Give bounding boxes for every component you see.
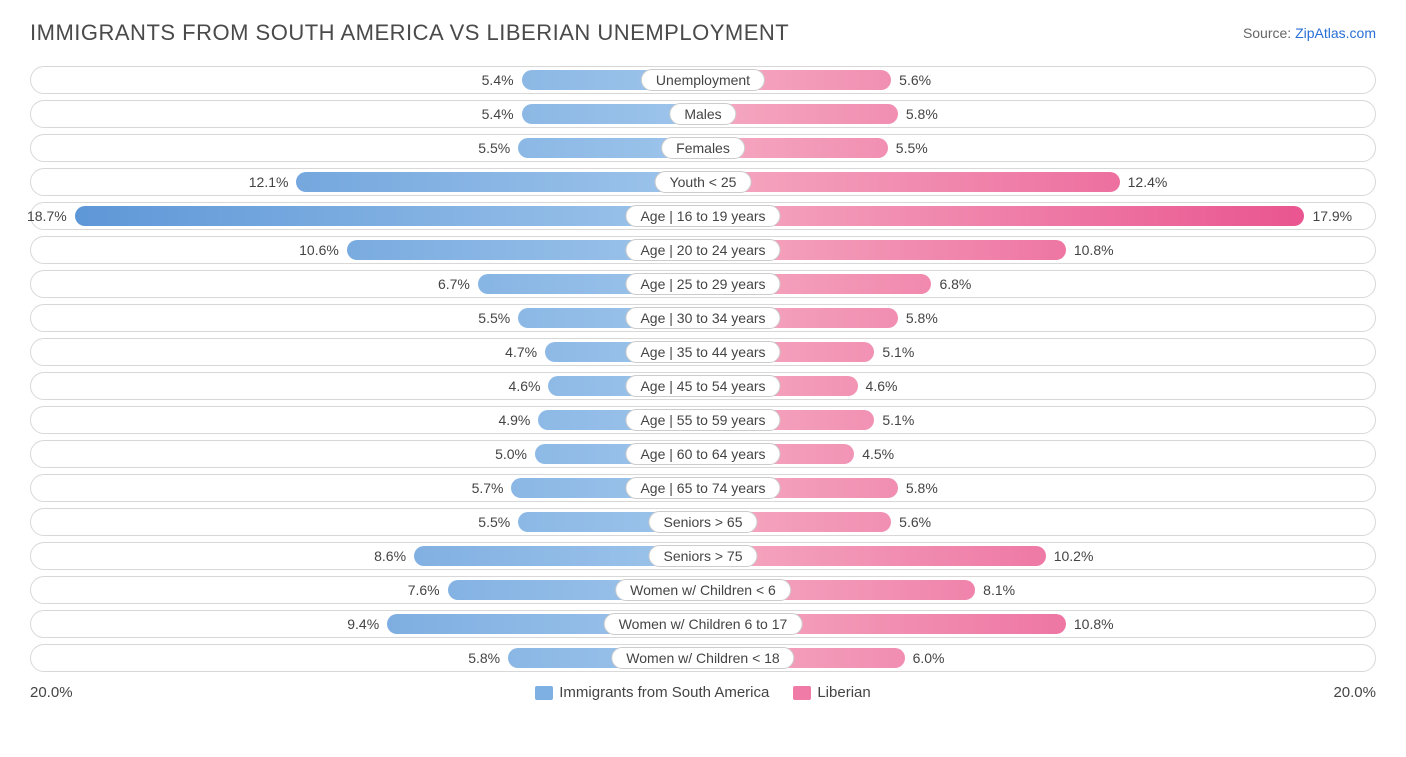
value-label-left: 12.1% bbox=[249, 174, 289, 190]
value-label-right: 12.4% bbox=[1128, 174, 1168, 190]
chart-row: 12.1% 12.4% Youth < 25 bbox=[30, 168, 1376, 196]
category-pill: Age | 55 to 59 years bbox=[625, 409, 780, 431]
chart-row: 4.7% 5.1% Age | 35 to 44 years bbox=[30, 338, 1376, 366]
bar-left bbox=[75, 206, 703, 226]
value-label-right: 5.1% bbox=[882, 412, 914, 428]
chart-row: 7.6% 8.1% Women w/ Children < 6 bbox=[30, 576, 1376, 604]
value-label-left: 8.6% bbox=[374, 548, 406, 564]
axis-right-max: 20.0% bbox=[1333, 684, 1376, 701]
value-label-left: 5.5% bbox=[478, 310, 510, 326]
bar-right bbox=[703, 172, 1120, 192]
value-label-left: 5.5% bbox=[478, 514, 510, 530]
chart-footer: 20.0% Immigrants from South America Libe… bbox=[30, 684, 1376, 701]
value-label-right: 5.8% bbox=[906, 106, 938, 122]
legend-item-left: Immigrants from South America bbox=[535, 684, 769, 701]
chart-row: 4.6% 4.6% Age | 45 to 54 years bbox=[30, 372, 1376, 400]
value-label-right: 5.6% bbox=[899, 514, 931, 530]
chart-row: 6.7% 6.8% Age | 25 to 29 years bbox=[30, 270, 1376, 298]
category-pill: Males bbox=[669, 103, 736, 125]
category-pill: Unemployment bbox=[641, 69, 765, 91]
value-label-left: 7.6% bbox=[408, 582, 440, 598]
value-label-left: 4.6% bbox=[509, 378, 541, 394]
value-label-right: 5.6% bbox=[899, 72, 931, 88]
value-label-left: 5.5% bbox=[478, 140, 510, 156]
chart-row: 5.5% 5.6% Seniors > 65 bbox=[30, 508, 1376, 536]
chart-row: 10.6% 10.8% Age | 20 to 24 years bbox=[30, 236, 1376, 264]
value-label-right: 6.0% bbox=[913, 650, 945, 666]
source-attribution: Source: ZipAtlas.com bbox=[1243, 25, 1376, 41]
value-label-right: 4.5% bbox=[862, 446, 894, 462]
diverging-bar-chart: 5.4%5.6%Unemployment5.4%5.8%Males5.5%5.5… bbox=[30, 66, 1376, 672]
legend-item-right: Liberian bbox=[793, 684, 870, 701]
value-label-left: 4.7% bbox=[505, 344, 537, 360]
legend: Immigrants from South America Liberian bbox=[535, 684, 870, 701]
bar-left bbox=[296, 172, 703, 192]
value-label-left: 6.7% bbox=[438, 276, 470, 292]
chart-row: 5.5% 5.5% Females bbox=[30, 134, 1376, 162]
chart-row: 5.4% 5.8% Males bbox=[30, 100, 1376, 128]
chart-row: 5.0% 4.5% Age | 60 to 64 years bbox=[30, 440, 1376, 468]
value-label-right: 10.2% bbox=[1054, 548, 1094, 564]
value-label-left: 5.0% bbox=[495, 446, 527, 462]
value-label-right: 5.8% bbox=[906, 480, 938, 496]
value-label-right: 5.1% bbox=[882, 344, 914, 360]
value-label-left: 18.7% bbox=[27, 208, 67, 224]
chart-row: 8.6% 10.2% Seniors > 75 bbox=[30, 542, 1376, 570]
category-pill: Women w/ Children 6 to 17 bbox=[604, 613, 803, 635]
category-pill: Age | 25 to 29 years bbox=[625, 273, 780, 295]
category-pill: Females bbox=[661, 137, 745, 159]
source-link[interactable]: ZipAtlas.com bbox=[1295, 25, 1376, 41]
chart-row: 5.8% 6.0% Women w/ Children < 18 bbox=[30, 644, 1376, 672]
value-label-right: 10.8% bbox=[1074, 616, 1114, 632]
value-label-right: 5.5% bbox=[896, 140, 928, 156]
chart-row: 5.7% 5.8% Age | 65 to 74 years bbox=[30, 474, 1376, 502]
category-pill: Age | 60 to 64 years bbox=[625, 443, 780, 465]
chart-row: 9.4% 10.8% Women w/ Children 6 to 17 bbox=[30, 610, 1376, 638]
category-pill: Seniors > 75 bbox=[649, 545, 758, 567]
value-label-left: 5.4% bbox=[482, 72, 514, 88]
axis-left-max: 20.0% bbox=[30, 684, 73, 701]
value-label-right: 4.6% bbox=[866, 378, 898, 394]
category-pill: Women w/ Children < 18 bbox=[611, 647, 794, 669]
value-label-right: 17.9% bbox=[1312, 208, 1352, 224]
value-label-left: 5.7% bbox=[472, 480, 504, 496]
value-label-right: 5.8% bbox=[906, 310, 938, 326]
legend-label-right: Liberian bbox=[817, 684, 870, 701]
category-pill: Age | 45 to 54 years bbox=[625, 375, 780, 397]
chart-header: IMMIGRANTS FROM SOUTH AMERICA VS LIBERIA… bbox=[30, 20, 1376, 46]
category-pill: Age | 65 to 74 years bbox=[625, 477, 780, 499]
value-label-left: 5.4% bbox=[482, 106, 514, 122]
value-label-left: 9.4% bbox=[347, 616, 379, 632]
source-prefix: Source: bbox=[1243, 25, 1295, 41]
chart-row: 18.7% 17.9% Age | 16 to 19 years bbox=[30, 202, 1376, 230]
category-pill: Age | 16 to 19 years bbox=[625, 205, 780, 227]
chart-row: 4.9% 5.1% Age | 55 to 59 years bbox=[30, 406, 1376, 434]
legend-label-left: Immigrants from South America bbox=[559, 684, 769, 701]
bar-right bbox=[703, 206, 1304, 226]
value-label-left: 10.6% bbox=[299, 242, 339, 258]
value-label-left: 4.9% bbox=[498, 412, 530, 428]
category-pill: Seniors > 65 bbox=[649, 511, 758, 533]
category-pill: Age | 35 to 44 years bbox=[625, 341, 780, 363]
category-pill: Age | 30 to 34 years bbox=[625, 307, 780, 329]
category-pill: Age | 20 to 24 years bbox=[625, 239, 780, 261]
value-label-right: 8.1% bbox=[983, 582, 1015, 598]
chart-title: IMMIGRANTS FROM SOUTH AMERICA VS LIBERIA… bbox=[30, 20, 789, 46]
chart-row: 5.5% 5.8% Age | 30 to 34 years bbox=[30, 304, 1376, 332]
category-pill: Women w/ Children < 6 bbox=[615, 579, 791, 601]
legend-swatch-right bbox=[793, 686, 811, 700]
value-label-right: 6.8% bbox=[939, 276, 971, 292]
category-pill: Youth < 25 bbox=[655, 171, 752, 193]
value-label-left: 5.8% bbox=[468, 650, 500, 666]
chart-row: 5.4% 5.6% Unemployment bbox=[30, 66, 1376, 94]
value-label-right: 10.8% bbox=[1074, 242, 1114, 258]
legend-swatch-left bbox=[535, 686, 553, 700]
